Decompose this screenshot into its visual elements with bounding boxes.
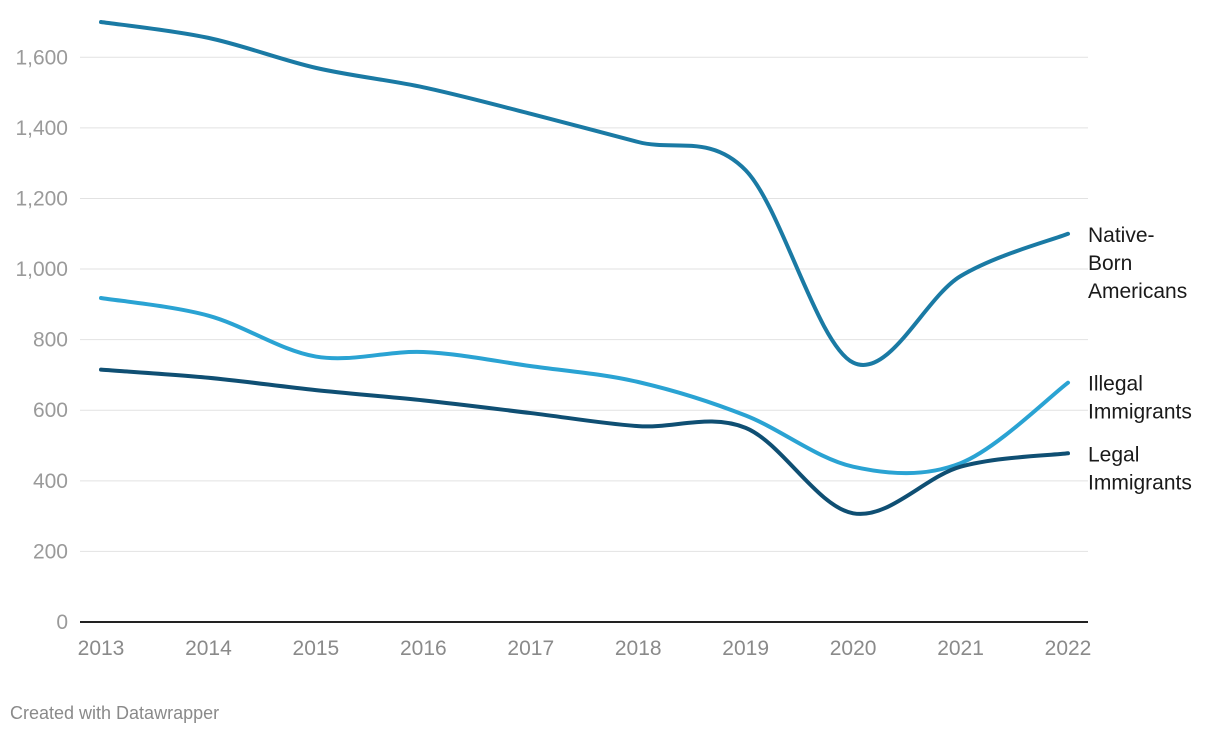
y-axis: 0 200 400 600 800 1,000 1,200 1,400 1,600 [15,46,68,634]
series-line [99,20,1070,367]
series-label: Native-Born Americans [1088,224,1187,303]
x-tick-label: 2017 [507,637,554,660]
y-tick-label: 0 [56,611,68,634]
credit-text: Created with Datawrapper [10,703,220,723]
series-label: Illegal Immigrants [1088,373,1192,424]
y-tick-label: 1,400 [15,117,68,140]
x-tick-label: 2016 [400,637,447,660]
x-tick-label: 2015 [293,637,340,660]
y-tick-label: 600 [33,399,68,422]
series-labels: Native-Born Americans Illegal Immigrants Leg… [1088,224,1192,495]
y-tick-label: 400 [33,470,68,493]
x-tick-label: 2014 [185,637,232,660]
y-tick-label: 1,200 [15,187,68,210]
x-tick-label: 2018 [615,637,662,660]
gridlines [80,56,1088,623]
y-tick-label: 800 [33,329,68,352]
x-axis: 2013 2014 2015 2016 2017 2018 2019 2020 2021 2022 [78,637,1092,660]
series-lines [99,20,1070,516]
series-line [99,367,1070,516]
x-tick-label: 2013 [78,637,125,660]
x-tick-label: 2020 [830,637,877,660]
series-label: Legal Immigrants [1088,443,1192,494]
x-tick-label: 2021 [937,637,984,660]
x-tick-label: 2022 [1045,637,1092,660]
y-tick-label: 200 [33,540,68,563]
x-tick-label: 2019 [722,637,769,660]
series-line [99,296,1070,476]
y-tick-label: 1,000 [15,258,68,281]
y-tick-label: 1,600 [15,46,68,69]
